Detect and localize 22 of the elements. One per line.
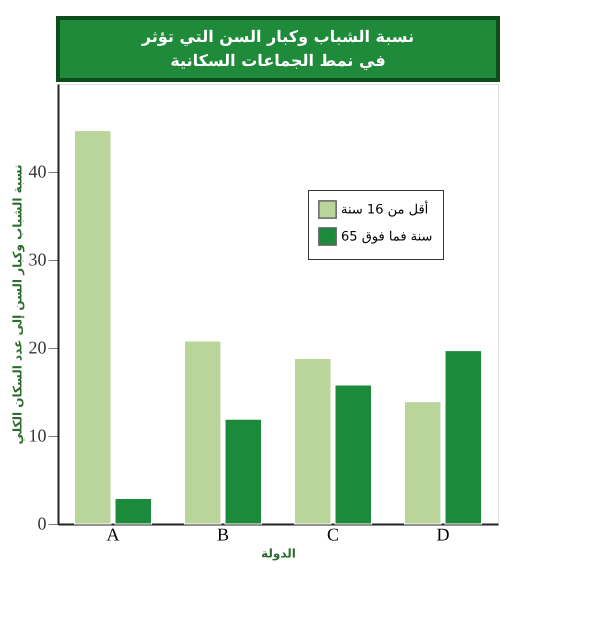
x-tick-label: A (106, 524, 120, 544)
y-tick-label: 40 (28, 162, 46, 182)
chart-title: نسبة الشباب وكبار السن التي تؤثر في نمط الجماعات السكانية (140, 27, 414, 70)
bar (114, 498, 152, 524)
legend-label: 65 سنة فما فوق (341, 230, 432, 244)
y-tick-label: 0 (38, 514, 46, 534)
x-axis-title: الدولة (261, 546, 296, 560)
x-tick-label: D (436, 524, 450, 544)
x-tick-label: C (326, 524, 340, 544)
bar (224, 418, 262, 524)
x-tick-label: B (216, 524, 230, 544)
bar (334, 384, 372, 524)
y-axis-title: نسبة الشباب وكبار السن إلى عدد السكان الكلي (10, 164, 24, 445)
bar (184, 340, 222, 524)
legend-label: أقل من 16 سنة (341, 200, 428, 218)
bar (444, 350, 482, 524)
y-tick-label: 20 (28, 338, 46, 358)
y-tick-label: 30 (28, 250, 46, 270)
bar (74, 130, 112, 524)
bar (294, 358, 332, 524)
bar (404, 401, 442, 524)
y-tick-label: 10 (28, 426, 46, 446)
